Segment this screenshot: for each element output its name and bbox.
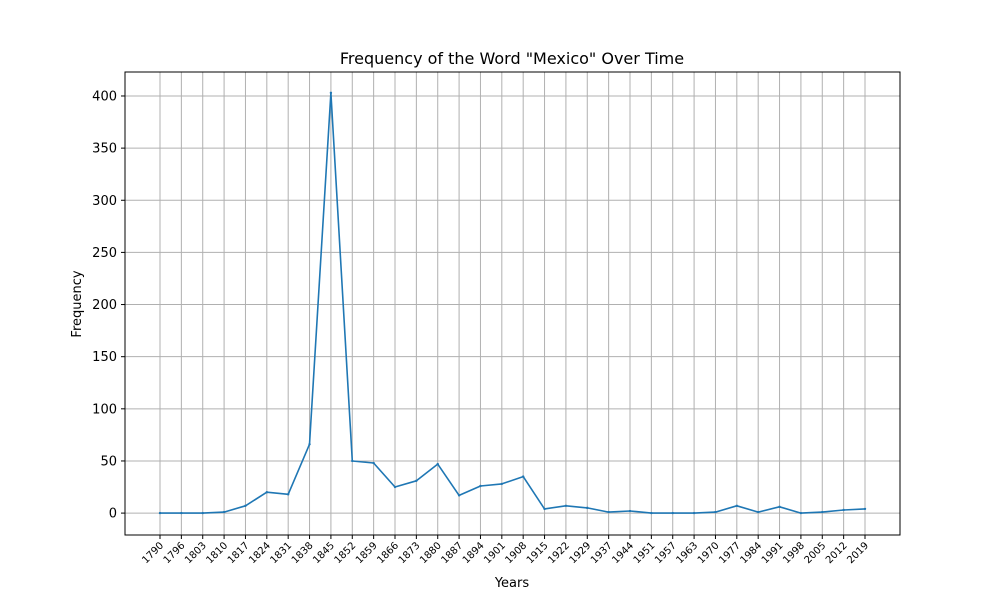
x-tick-label: 1937 [589,540,615,566]
data-point [244,504,247,508]
data-point [586,506,589,510]
data-point [393,485,397,489]
data-point [564,504,568,508]
x-tick-label: 1957 [653,540,679,566]
data-point [521,475,525,478]
data-point [650,511,653,515]
x-tick-label: 1845 [311,540,337,566]
data-point [821,510,824,514]
data-point [308,443,311,446]
data-point [714,510,717,514]
x-tick-label: 1984 [739,540,765,566]
y-axis-label: Frequency [70,270,85,337]
grid-lines [125,72,900,535]
x-tick-label: 1852 [333,540,359,566]
x-tick-label: 1922 [546,540,572,566]
x-tick-label: 1963 [674,540,700,566]
x-axis-ticks: 1790179618031810181718241831183818451852… [140,535,871,566]
y-tick-label: 200 [92,298,117,313]
series-layer [158,91,867,515]
data-point [842,508,845,512]
x-tick-label: 1824 [247,540,273,566]
x-tick-label: 1859 [354,540,380,566]
data-point [222,510,226,514]
x-tick-label: 1915 [525,540,551,566]
data-point [436,462,439,466]
data-point [607,510,610,514]
y-tick-label: 400 [92,89,117,104]
x-tick-label: 2012 [824,540,850,566]
x-tick-label: 1796 [162,540,188,566]
data-point [671,511,674,515]
data-point [286,493,290,496]
y-tick-label: 300 [92,194,117,209]
x-tick-label: 1998 [781,540,807,566]
data-point [265,491,269,494]
x-tick-label: 1838 [290,540,316,566]
x-tick-label: 1873 [397,540,423,566]
data-point [457,494,461,497]
x-tick-label: 1944 [610,540,636,566]
data-point [351,459,354,463]
data-point [799,511,803,515]
x-tick-label: 2019 [845,540,871,566]
y-tick-label: 100 [92,402,117,417]
x-tick-label: 1887 [439,540,465,566]
y-tick-label: 150 [92,350,117,365]
series-line [160,92,866,514]
plot-frame [124,71,901,536]
data-point [500,482,504,486]
y-tick-label: 50 [100,454,117,469]
y-tick-label: 250 [92,246,117,261]
data-point [479,484,482,488]
x-tick-label: 1817 [226,540,252,566]
data-point [778,505,781,509]
y-axis-ticks: 0 50 100 150 200 250 300 350 400 [92,89,125,522]
x-tick-label: 1901 [482,540,508,566]
data-point [415,479,418,482]
data-point [329,91,333,95]
x-tick-label: 1929 [568,540,594,566]
x-tick-label: 1970 [696,540,722,566]
chart-title: Frequency of the Word "Mexico" Over Time [340,49,684,68]
x-tick-label: 1977 [717,540,743,566]
x-tick-label: 1908 [504,540,530,566]
x-tick-label: 1810 [204,540,230,566]
data-point [372,461,375,465]
x-tick-label: 1803 [183,540,209,566]
data-point [201,511,204,515]
data-point [735,504,739,508]
data-point [180,511,183,515]
x-tick-label: 1991 [760,540,786,566]
data-point [158,511,162,515]
data-point [756,510,760,514]
x-tick-label: 2005 [803,540,829,566]
x-tick-label: 1951 [632,540,658,566]
x-tick-label: 1880 [418,540,444,566]
data-point [543,507,546,511]
data-point [692,511,696,515]
y-tick-label: 0 [109,507,117,522]
x-tick-label: 1894 [461,540,487,566]
x-tick-label: 1831 [269,540,295,566]
y-tick-label: 350 [92,142,117,157]
data-point [863,507,867,511]
x-tick-label: 1790 [140,540,166,566]
x-tick-label: 1866 [375,540,401,566]
x-axis-label: Years [494,576,530,591]
data-point [628,509,632,513]
